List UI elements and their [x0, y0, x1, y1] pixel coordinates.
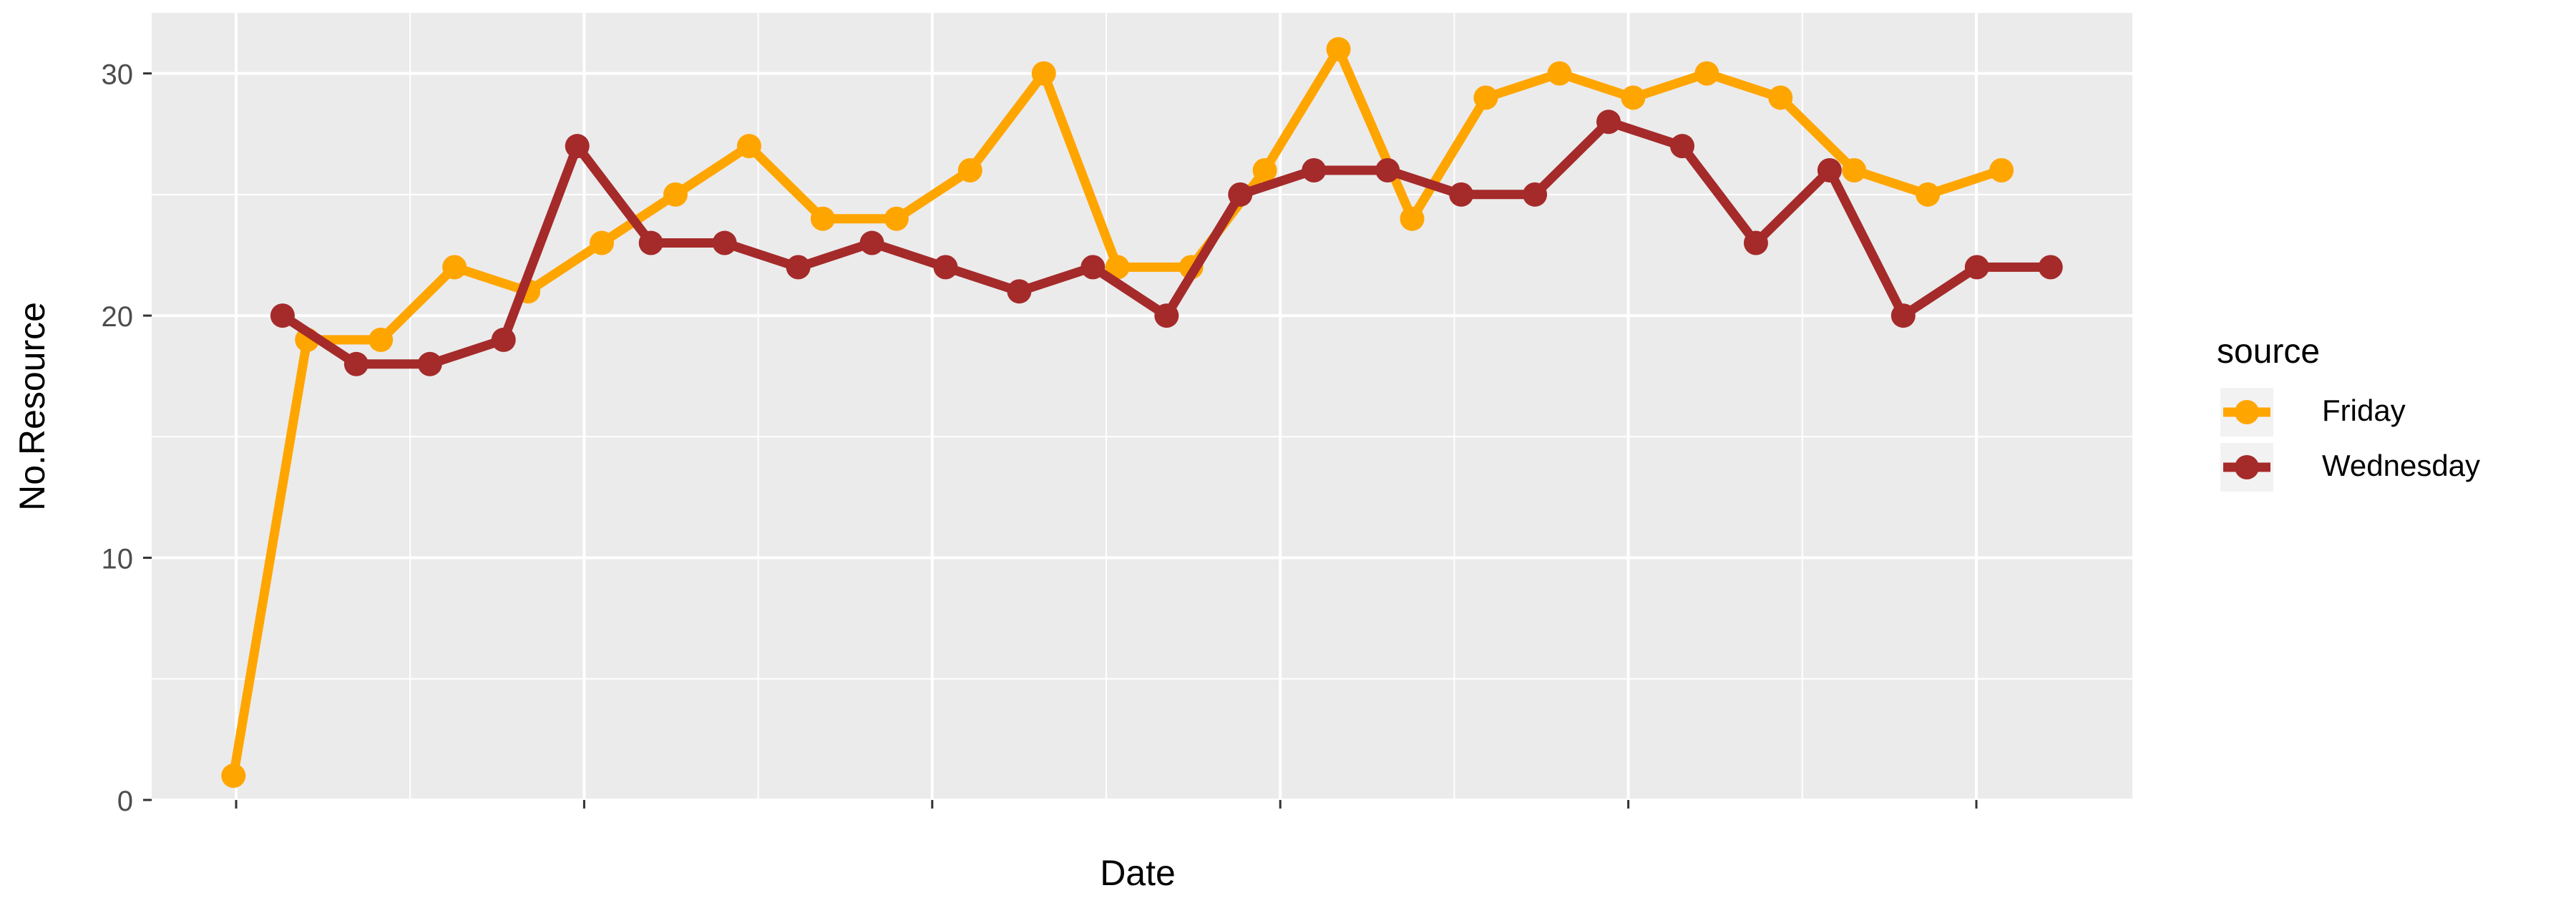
- data-point-friday: [1326, 36, 1351, 62]
- data-point-wednesday: [933, 255, 958, 280]
- grid-major: [152, 13, 2132, 801]
- data-point-wednesday: [1007, 279, 1032, 304]
- data-point-wednesday: [638, 230, 663, 255]
- legend-title: source: [2217, 333, 2320, 371]
- data-point-wednesday: [343, 351, 369, 376]
- y-tick-label: 30: [102, 59, 134, 91]
- data-point-wednesday: [1964, 255, 1989, 280]
- data-point-wednesday: [1080, 255, 1106, 280]
- legend-label-friday: Friday: [2322, 394, 2406, 427]
- data-point-wednesday: [1154, 303, 1179, 328]
- data-point-friday: [1473, 85, 1498, 110]
- data-point-friday: [884, 206, 909, 231]
- data-point-wednesday: [1890, 303, 1916, 328]
- data-point-wednesday: [1449, 182, 1474, 207]
- legend-key-point-friday: [2235, 400, 2259, 424]
- data-point-friday: [957, 158, 982, 182]
- x-axis: [235, 800, 1978, 809]
- data-point-friday: [369, 327, 394, 352]
- data-point-friday: [1105, 255, 1130, 280]
- data-point-friday: [442, 255, 467, 280]
- legend-key-point-wednesday: [2235, 455, 2259, 479]
- data-point-friday: [1989, 158, 2014, 182]
- legend-keys: [2220, 388, 2273, 492]
- y-tick-label: 20: [102, 301, 134, 333]
- data-point-wednesday: [565, 134, 590, 159]
- series-layer: [221, 36, 2063, 789]
- data-point-wednesday: [1669, 134, 1694, 159]
- data-point-friday: [1621, 85, 1646, 110]
- legend-label-wednesday: Wednesday: [2322, 449, 2480, 482]
- data-point-friday: [810, 206, 835, 231]
- data-point-wednesday: [270, 303, 295, 328]
- data-point-friday: [1031, 61, 1056, 86]
- data-point-wednesday: [712, 230, 737, 255]
- data-point-friday: [1842, 158, 1867, 182]
- data-point-friday: [736, 134, 761, 159]
- y-tick-label: 0: [117, 786, 133, 817]
- grid-minor: [152, 13, 2132, 800]
- data-point-wednesday: [786, 255, 811, 280]
- data-point-friday: [590, 230, 615, 255]
- data-point-friday: [663, 182, 688, 207]
- y-axis: 0 10 20 30: [102, 59, 152, 817]
- data-point-wednesday: [417, 351, 442, 376]
- data-point-wednesday: [1302, 158, 1327, 182]
- x-axis-label: Date: [1100, 853, 1176, 893]
- data-point-wednesday: [1228, 182, 1253, 207]
- data-point-friday: [1768, 85, 1793, 110]
- data-point-wednesday: [1817, 158, 1842, 182]
- data-point-wednesday: [1523, 182, 1548, 207]
- data-point-friday: [1694, 61, 1719, 86]
- data-point-wednesday: [1375, 158, 1400, 182]
- data-point-wednesday: [1596, 109, 1621, 135]
- y-axis-label: No.Resource: [12, 302, 52, 511]
- data-point-wednesday: [859, 230, 884, 255]
- data-point-friday: [1400, 206, 1425, 231]
- data-point-friday: [1252, 158, 1277, 182]
- legend: source Friday Wednesday: [2217, 333, 2480, 492]
- data-point-wednesday: [491, 327, 516, 352]
- data-point-wednesday: [2038, 255, 2063, 280]
- plot-panel: [152, 13, 2132, 800]
- data-point-friday: [1916, 182, 1941, 207]
- data-point-wednesday: [1743, 230, 1768, 255]
- data-point-friday: [1547, 61, 1572, 86]
- y-tick-label: 10: [102, 544, 134, 575]
- data-point-friday: [221, 763, 246, 789]
